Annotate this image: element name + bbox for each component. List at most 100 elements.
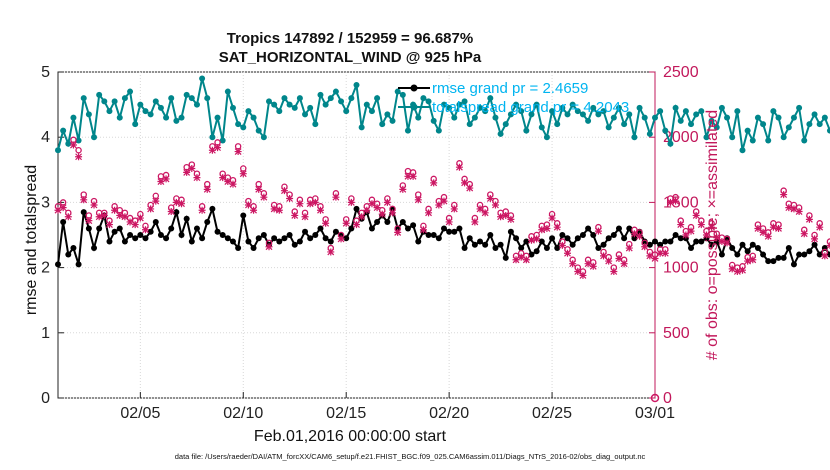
- rmse-point: [446, 228, 453, 235]
- assimilated-point: [291, 211, 299, 219]
- assimilated-point: [677, 221, 685, 229]
- totalspread-point: [559, 104, 566, 111]
- rmse-point: [152, 218, 159, 225]
- totalspread-point: [765, 137, 772, 144]
- assimilated-point: [589, 262, 597, 270]
- totalspread-point: [688, 121, 695, 128]
- y-right-tick-label: 0: [663, 390, 672, 407]
- series-assimilated: [54, 141, 830, 279]
- rmse-point: [271, 235, 278, 242]
- rmse-point: [816, 251, 823, 258]
- assimilated-point: [491, 201, 499, 209]
- rmse-point: [260, 232, 267, 238]
- assimilated-point: [805, 215, 813, 223]
- assimilated-point: [569, 260, 577, 268]
- assimilated-point: [141, 226, 149, 234]
- totalspread-point: [739, 147, 746, 154]
- legend-spread-label: totalspread grand pr = 4.2043: [432, 99, 629, 116]
- assimilated-point: [780, 191, 788, 199]
- rmse-point: [410, 222, 417, 229]
- assimilated-point: [527, 236, 535, 244]
- rmse-point: [693, 238, 700, 245]
- totalspread-point: [404, 127, 411, 134]
- totalspread-point: [657, 108, 664, 115]
- assimilated-point: [54, 206, 62, 214]
- totalspread-point: [821, 114, 828, 121]
- rmse-point: [652, 238, 658, 245]
- rmse-point: [590, 232, 597, 238]
- assimilated-point: [507, 215, 515, 223]
- assimilated-point: [759, 228, 767, 236]
- rmse-point: [626, 225, 633, 232]
- x-tick-label: 02/10: [223, 405, 263, 422]
- totalspread-point: [152, 98, 159, 105]
- rmse-point: [111, 228, 118, 235]
- totalspread-point: [425, 98, 432, 105]
- rmse-point: [775, 254, 782, 261]
- assimilated-point: [162, 175, 170, 183]
- totalspread-point: [209, 134, 216, 141]
- assimilated-point: [630, 230, 638, 238]
- totalspread-point: [796, 104, 803, 111]
- assimilated-point: [404, 172, 412, 180]
- totalspread-point: [199, 75, 206, 82]
- totalspread-point: [646, 130, 653, 137]
- rmse-point: [235, 245, 242, 252]
- assimilated-point: [347, 198, 355, 206]
- y-tick-label: 4: [41, 129, 50, 146]
- assimilated-point: [157, 178, 165, 186]
- assimilated-point: [816, 223, 824, 231]
- assimilated-point: [95, 213, 103, 221]
- assimilated-point: [713, 234, 721, 242]
- assimilated-point: [311, 198, 319, 206]
- assimilated-point: [183, 168, 191, 176]
- rmse-point: [621, 235, 628, 242]
- y-tick-label: 0: [41, 390, 50, 407]
- totalspread-point: [173, 117, 180, 124]
- rmse-point: [677, 235, 684, 242]
- totalspread-point: [85, 111, 92, 118]
- totalspread-point: [245, 108, 252, 115]
- totalspread-point: [183, 91, 190, 98]
- totalspread-point: [302, 111, 309, 118]
- totalspread-point: [641, 114, 648, 121]
- assimilated-point: [533, 235, 541, 243]
- totalspread-point: [137, 101, 144, 108]
- totalspread-point: [574, 108, 581, 115]
- rmse-point: [760, 251, 767, 258]
- totalspread-point: [482, 108, 489, 115]
- rmse-point: [718, 251, 725, 258]
- y-axis-left: 0 1 2 3 4 5: [41, 64, 64, 407]
- assimilated-point: [785, 204, 793, 212]
- totalspread-point: [106, 108, 113, 115]
- assimilated-point: [286, 194, 294, 202]
- assimilated-point: [64, 213, 72, 221]
- rmse-point: [456, 225, 463, 232]
- assimilated-point: [116, 211, 124, 219]
- assimilated-point: [100, 211, 108, 219]
- totalspread-point: [605, 124, 612, 131]
- assimilated-point: [69, 141, 77, 149]
- y-tick-label: 1: [41, 325, 50, 342]
- totalspread-point: [214, 114, 221, 121]
- rmse-point: [739, 241, 746, 248]
- rmse-point: [564, 235, 571, 242]
- rmse-point: [55, 261, 61, 268]
- assimilated-point: [522, 256, 530, 264]
- rmse-point: [461, 245, 468, 252]
- assimilated-point: [600, 252, 608, 260]
- totalspread-point: [163, 114, 170, 121]
- totalspread-point: [507, 111, 514, 118]
- rmse-point: [178, 232, 185, 238]
- rmse-point: [425, 232, 432, 238]
- rmse-point: [121, 238, 128, 245]
- totalspread-point: [636, 104, 643, 111]
- rmse-point: [163, 235, 170, 242]
- totalspread-point: [806, 121, 813, 128]
- y-right-tick-label: 500: [663, 325, 690, 342]
- totalspread-point: [621, 121, 628, 128]
- assimilated-point: [687, 227, 695, 235]
- totalspread-point: [240, 124, 247, 131]
- rmse-point: [91, 245, 98, 252]
- assimilated-point: [754, 224, 762, 232]
